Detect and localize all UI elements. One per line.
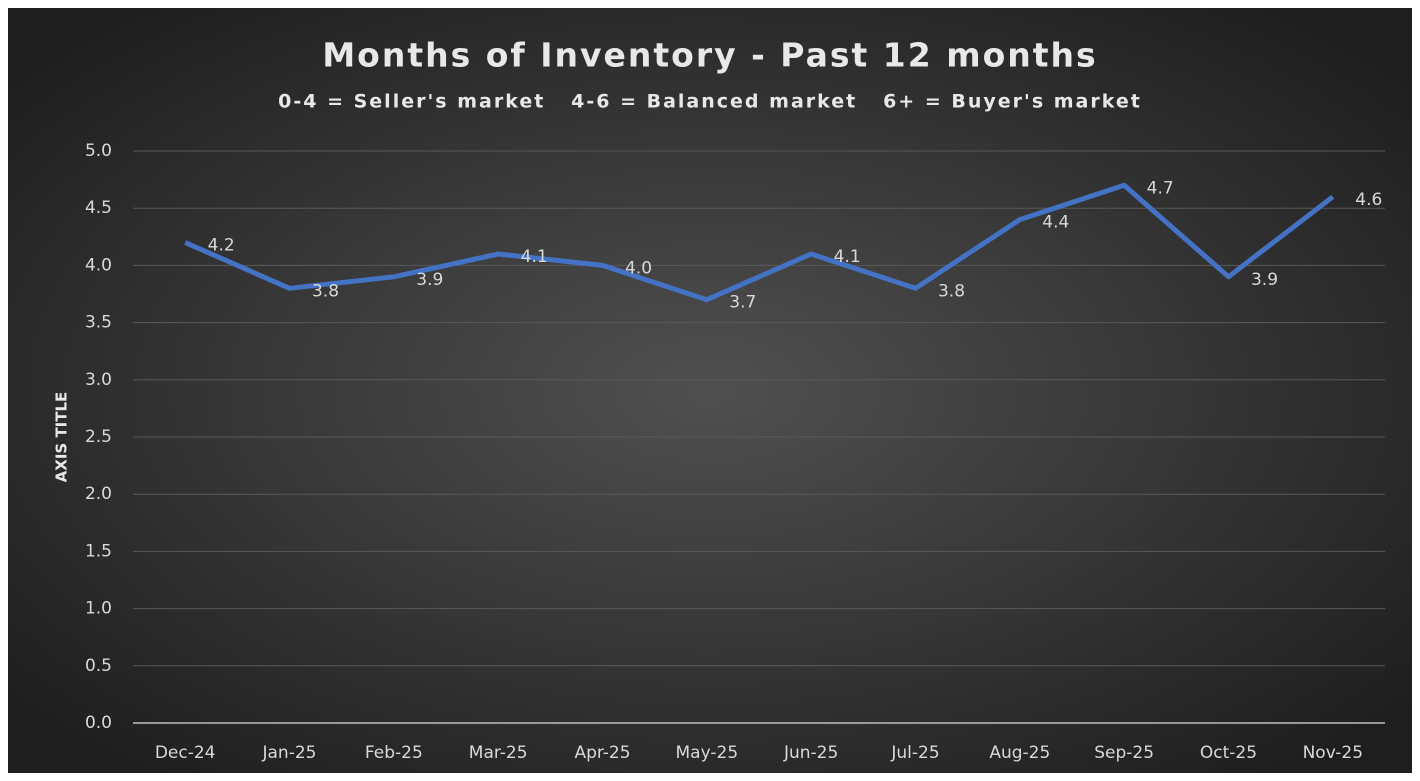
x-tick-label: Jul-25: [890, 743, 939, 763]
x-tick-label: Sep-25: [1094, 743, 1154, 763]
chart-title: Months of Inventory - Past 12 months: [322, 36, 1097, 75]
y-axis-title: AXIS TITLE: [53, 392, 71, 483]
x-tick-label: Apr-25: [574, 743, 630, 763]
y-tick-label: 3.5: [85, 313, 112, 333]
data-label: 4.1: [521, 247, 548, 267]
x-tick-label: May-25: [676, 743, 739, 763]
data-label: 4.1: [834, 247, 861, 267]
data-label: 4.4: [1042, 213, 1069, 233]
x-tick-label: Nov-25: [1303, 743, 1364, 763]
chart-subtitle: 0-4 = Seller's market 4-6 = Balanced mar…: [278, 91, 1142, 113]
y-tick-label: 0.5: [85, 656, 112, 676]
x-tick-label: Jan-25: [262, 743, 317, 763]
x-tick-label: Dec-24: [155, 743, 216, 763]
data-label: 4.6: [1355, 190, 1382, 210]
y-tick-label: 2.0: [85, 484, 112, 504]
data-label: 4.0: [625, 258, 652, 278]
y-tick-label: 4.0: [85, 255, 112, 275]
data-label: 3.7: [729, 293, 756, 313]
y-tick-label: 1.5: [85, 541, 112, 561]
y-tick-label: 4.5: [85, 198, 112, 218]
x-tick-label: Aug-25: [989, 743, 1050, 763]
x-tick-label: Mar-25: [469, 743, 528, 763]
data-label: 4.2: [208, 236, 235, 256]
y-tick-label: 2.5: [85, 427, 112, 447]
data-label: 3.9: [416, 270, 443, 290]
y-tick-label: 0.0: [85, 713, 112, 733]
y-tick-label: 1.0: [85, 599, 112, 619]
x-tick-label: Oct-25: [1200, 743, 1257, 763]
data-label: 4.7: [1147, 178, 1174, 198]
data-label: 3.8: [938, 281, 965, 301]
y-tick-label: 3.0: [85, 370, 112, 390]
x-tick-label: Jun-25: [783, 743, 838, 763]
data-label: 3.9: [1251, 270, 1278, 290]
x-tick-label: Feb-25: [365, 743, 423, 763]
line-series: [184, 182, 1335, 303]
background: [8, 8, 1412, 773]
y-tick-label: 5.0: [85, 141, 112, 161]
data-label: 3.8: [312, 281, 339, 301]
